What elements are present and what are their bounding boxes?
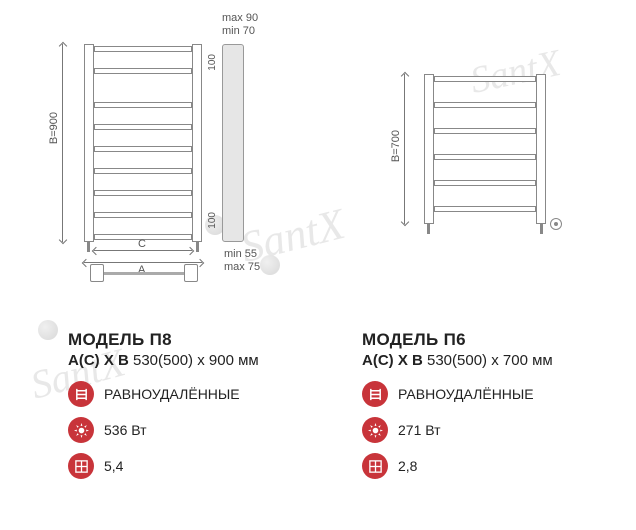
spec-text: 536 Вт bbox=[104, 422, 147, 438]
spec-row-rungs: РАВНОУДАЛЁННЫЕ bbox=[68, 381, 318, 407]
spec-text: РАВНОУДАЛЁННЫЕ bbox=[104, 386, 240, 402]
spec-text: 2,8 bbox=[398, 458, 417, 474]
dim-line-b bbox=[62, 44, 63, 242]
model-title: МОДЕЛЬ П6 bbox=[362, 330, 636, 350]
dim-line-a bbox=[84, 262, 202, 263]
power-icon bbox=[68, 417, 94, 443]
model-title: МОДЕЛЬ П8 bbox=[68, 330, 318, 350]
spec-row-power: 536 Вт bbox=[68, 417, 318, 443]
area-icon bbox=[362, 453, 388, 479]
spec-col-p8: МОДЕЛЬ П8 A(C) X B 530(500) x 900 мм РАВ… bbox=[0, 330, 318, 489]
radiator-p8-front bbox=[84, 44, 202, 242]
spec-text: 5,4 bbox=[104, 458, 123, 474]
radiator-p6-front bbox=[424, 74, 546, 224]
dim-label-c: C bbox=[138, 238, 146, 250]
spec-text: 271 Вт bbox=[398, 422, 441, 438]
spec-row-area: 5,4 bbox=[68, 453, 318, 479]
thermostat-knob-icon bbox=[550, 218, 562, 230]
spec-section: МОДЕЛЬ П8 A(C) X B 530(500) x 900 мм РАВ… bbox=[0, 330, 636, 489]
dim-label-100-top: 100 bbox=[207, 54, 218, 71]
dim-line-b-right bbox=[404, 74, 405, 224]
dim-label-b-left: B=900 bbox=[48, 112, 60, 144]
dim-label-b-right: B=700 bbox=[390, 130, 402, 162]
spec-col-p6: МОДЕЛЬ П6 A(C) X B 530(500) x 700 мм РАВ… bbox=[318, 330, 636, 489]
model-dims: A(C) X B 530(500) x 700 мм bbox=[362, 352, 636, 369]
area-icon bbox=[68, 453, 94, 479]
dims-prefix: A(C) X B bbox=[362, 352, 423, 369]
power-icon bbox=[362, 417, 388, 443]
spec-text: РАВНОУДАЛЁННЫЕ bbox=[398, 386, 534, 402]
diagram-area: B=900 100 100 C A max 90 min 70 min 55 m… bbox=[0, 12, 636, 292]
spec-row-power: 271 Вт bbox=[362, 417, 636, 443]
dims-value: 530(500) x 700 мм bbox=[427, 352, 553, 369]
rungs-icon bbox=[362, 381, 388, 407]
dims-value: 530(500) x 900 мм bbox=[133, 352, 259, 369]
model-dims: A(C) X B 530(500) x 900 мм bbox=[68, 352, 318, 369]
spec-row-rungs: РАВНОУДАЛЁННЫЕ bbox=[362, 381, 636, 407]
rungs-icon bbox=[68, 381, 94, 407]
dim-label-depth-bottom: min 55 max 75 bbox=[224, 248, 260, 274]
dim-label-depth-top: max 90 min 70 bbox=[222, 12, 258, 38]
dim-label-100-bottom: 100 bbox=[207, 212, 218, 229]
dims-prefix: A(C) X B bbox=[68, 352, 129, 369]
dim-line-c bbox=[94, 250, 192, 251]
spec-row-area: 2,8 bbox=[362, 453, 636, 479]
